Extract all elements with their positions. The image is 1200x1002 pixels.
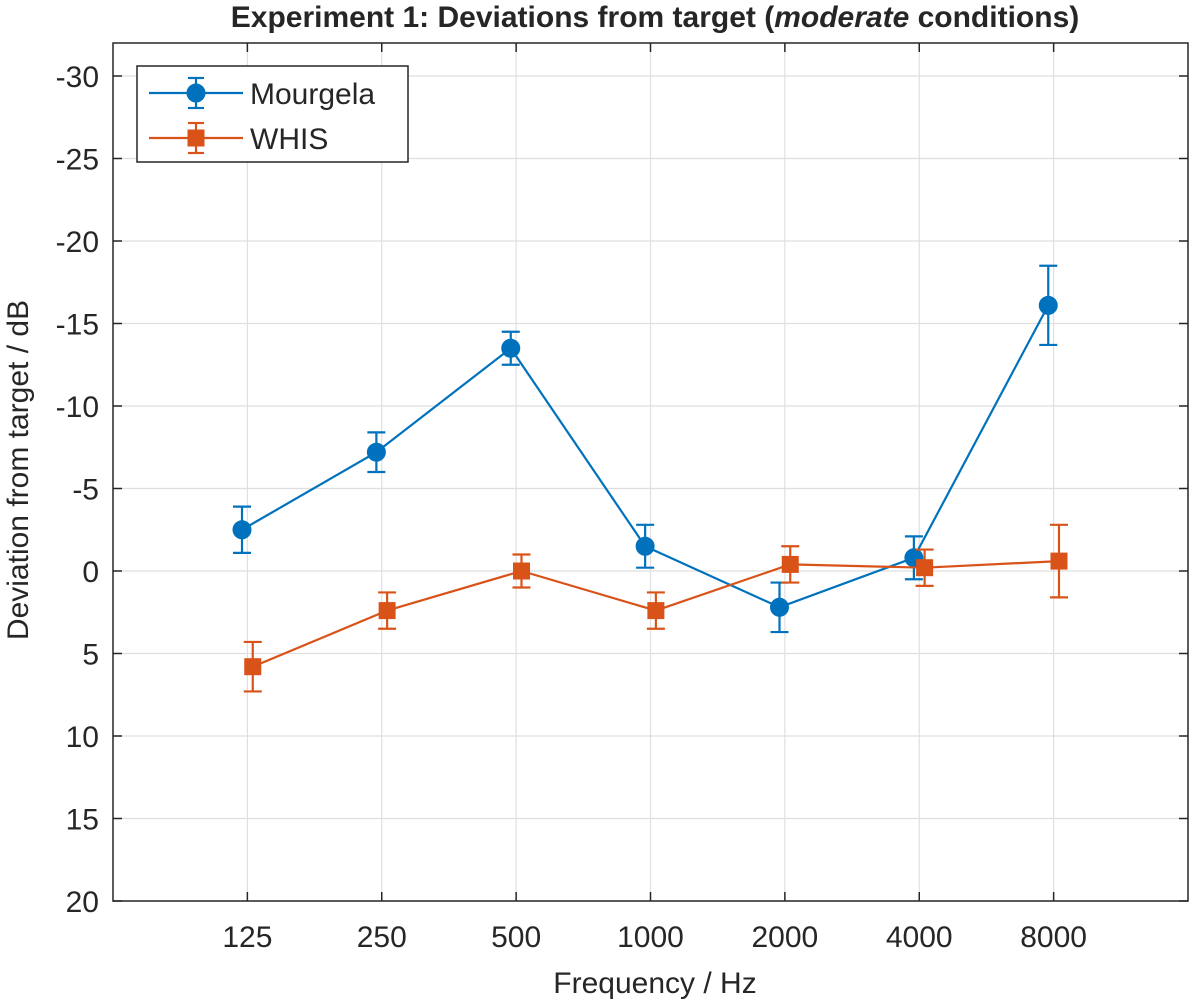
x-axis-label: Frequency / Hz [553,967,756,1000]
data-point [916,559,934,577]
y-tick-label: 10 [66,721,99,754]
data-point [513,562,530,580]
x-tick-label: 4000 [886,921,953,954]
x-tick-label: 2000 [752,921,819,954]
y-axis-label: Deviation from target / dB [2,300,35,640]
data-point [232,520,252,540]
series-whis [243,523,1068,693]
x-tick-label: 125 [222,921,272,954]
data-point [366,442,386,462]
x-tick-label: 250 [357,921,407,954]
data-point [635,536,655,556]
y-tick-label: 5 [82,639,99,672]
data-point [501,338,521,358]
y-tick-label: 20 [66,886,99,919]
data-point [1050,552,1068,570]
chart-title-part-2: moderate [774,1,909,34]
y-tick-label: -5 [72,474,99,507]
legend: Mourgela WHIS [136,65,409,163]
data-point [244,658,262,676]
data-point [781,555,799,573]
legend-item-mourgela: Mourgela [149,76,375,111]
y-tick-label: -20 [56,226,99,259]
legend-box [136,65,409,163]
legend-label: Mourgela [250,78,375,111]
y-tick-label: 15 [66,804,99,837]
chart-title: Experiment 1: Deviations from target (mo… [231,1,1080,34]
series-layer [232,264,1068,693]
y-tick-label: -10 [56,391,99,424]
x-tick-label: 1000 [617,921,684,954]
data-point [378,602,396,620]
y-tick-label: 0 [82,556,99,589]
tick-layer: 125 250 500 1000 2000 4000 8000 20 15 10 5 0 -5 -10 -1… [56,43,1188,954]
data-point [647,602,665,620]
legend-marker [186,83,206,103]
y-tick-label: -25 [56,144,99,177]
legend-item-whis: WHIS [149,121,328,156]
data-point [770,597,789,617]
x-tick-label: 500 [491,921,541,954]
series-mourgela [232,264,1058,634]
chart-title-part-1: Experiment 1: Deviations from target ( [231,1,774,34]
chart-title-part-3: conditions) [909,1,1079,34]
y-tick-label: -15 [56,309,99,342]
y-tick-label: -30 [56,61,99,94]
legend-label: WHIS [250,123,328,156]
x-tick-label: 8000 [1020,921,1087,954]
grid-layer [113,43,1188,902]
data-point [1038,295,1058,315]
legend-marker [187,129,205,147]
